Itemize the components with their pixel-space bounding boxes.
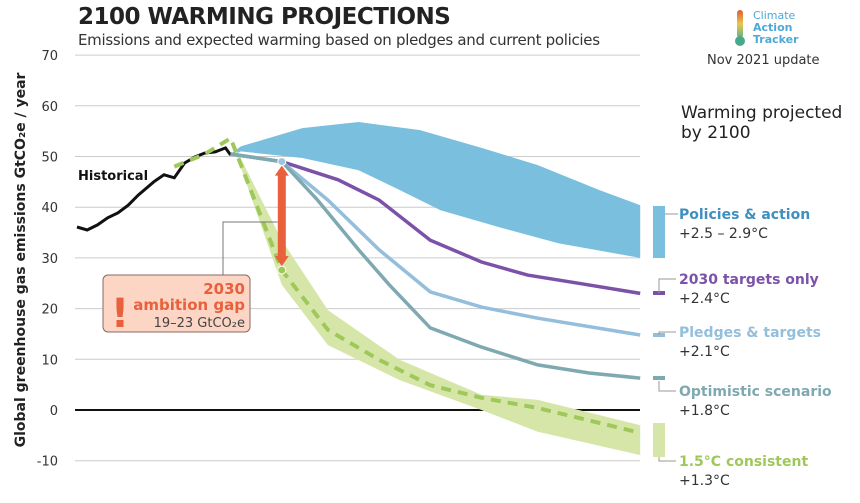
chart-title: 2100 WARMING PROJECTIONS bbox=[78, 4, 451, 30]
legend-connector bbox=[658, 331, 676, 335]
y-tick-label: 30 bbox=[41, 252, 58, 267]
series-lines: Historical bbox=[76, 135, 641, 435]
thermometer-logo-icon bbox=[735, 10, 745, 46]
legend-connector bbox=[658, 457, 676, 462]
ambition-gap-box bbox=[102, 274, 251, 333]
y-tick-label: 60 bbox=[41, 100, 58, 115]
legend-warming: +2.1°C bbox=[679, 344, 730, 360]
historical-label: Historical bbox=[78, 169, 148, 184]
exclamation-icon: ! bbox=[111, 291, 129, 337]
legend-title: Warming projected bbox=[681, 103, 842, 123]
y-tick-label: 70 bbox=[41, 49, 58, 64]
y-tick-label: 0 bbox=[50, 404, 58, 419]
gap-line2: ambition gap bbox=[133, 296, 245, 314]
gap-point-bottom bbox=[277, 265, 287, 275]
series-line-optimistic-scenario bbox=[230, 152, 641, 380]
policies-band bbox=[230, 122, 641, 258]
series-line-2030-targets-only bbox=[230, 152, 641, 296]
legend-name: Optimistic scenario bbox=[679, 384, 832, 400]
legend-warming: +1.3°C bbox=[679, 473, 730, 489]
connector-line bbox=[222, 221, 278, 275]
legend-name: 2030 targets only bbox=[679, 272, 819, 288]
logo-line: Climate bbox=[753, 9, 796, 22]
logo-line: Action bbox=[753, 21, 793, 34]
y-tick-label: 50 bbox=[41, 151, 58, 166]
legend-name: Policies & action bbox=[679, 207, 810, 223]
historical-line bbox=[76, 146, 232, 232]
legend-connector bbox=[658, 381, 676, 392]
legend-warming: +2.4°C bbox=[679, 291, 730, 307]
legend-name: 1.5°C consistent bbox=[679, 454, 808, 470]
arrow-head-down bbox=[274, 256, 289, 267]
legend-connector bbox=[658, 278, 676, 293]
logo-text: Climate Action Tracker bbox=[753, 10, 799, 46]
legend-warming: +2.5 – 2.9°C bbox=[679, 226, 768, 242]
update-date: Nov 2021 update bbox=[707, 53, 820, 68]
legend-name: Pledges & targets bbox=[679, 325, 821, 341]
gap-line1: 2030 bbox=[203, 280, 245, 298]
y-axis-label: Global greenhouse gas emissions GtCO₂e /… bbox=[13, 72, 29, 447]
logo-line: Tracker bbox=[753, 33, 799, 46]
gap-point-top bbox=[277, 157, 287, 167]
legend-marker bbox=[653, 423, 665, 457]
arrow-head-up bbox=[274, 165, 289, 176]
series-line-1-5-c-consistent bbox=[173, 135, 641, 435]
y-tick-label: 10 bbox=[41, 353, 58, 368]
y-tick-label: -10 bbox=[37, 455, 58, 470]
gap-line3: 19–23 GtCO₂e bbox=[154, 316, 245, 331]
legend-title: by 2100 bbox=[681, 123, 751, 143]
legend-marker-policies bbox=[653, 206, 665, 258]
y-tick-label: 20 bbox=[41, 303, 58, 318]
legend-warming: +1.8°C bbox=[679, 403, 730, 419]
chart-subtitle: Emissions and expected warming based on … bbox=[78, 31, 600, 49]
y-tick-label: 40 bbox=[41, 201, 58, 216]
